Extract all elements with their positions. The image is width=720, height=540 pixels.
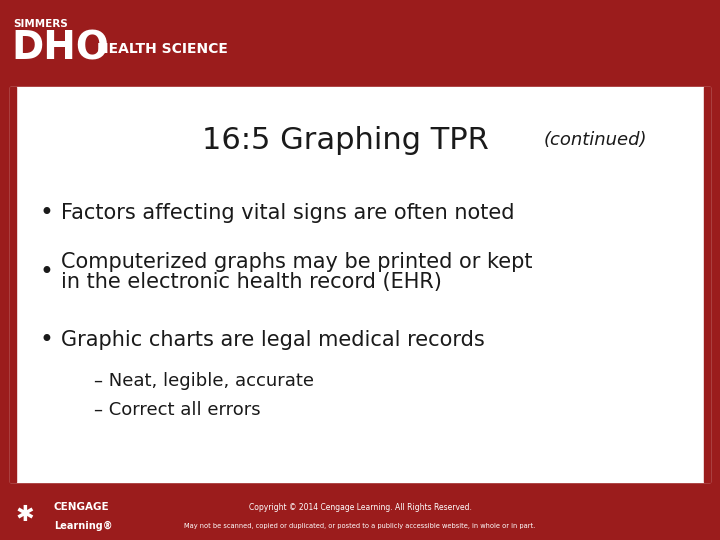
Text: Learning®: Learning®	[54, 521, 112, 531]
Bar	[0, 0, 720, 80]
Bar	[10, 87, 16, 482]
Text: SIMMERS: SIMMERS	[13, 19, 68, 29]
Text: •: •	[40, 328, 53, 352]
Text: Graphic charts are legal medical records: Graphic charts are legal medical records	[61, 330, 485, 350]
Text: May not be scanned, copied or duplicated, or posted to a publicly accessible web: May not be scanned, copied or duplicated…	[184, 523, 536, 529]
Bar	[0, 490, 720, 540]
Text: CENGAGE: CENGAGE	[54, 502, 109, 512]
Text: ✱: ✱	[16, 505, 35, 525]
Text: Computerized graphs may be printed or kept: Computerized graphs may be printed or ke…	[61, 252, 533, 272]
Bar	[704, 87, 710, 482]
Text: – Correct all errors: – Correct all errors	[94, 401, 260, 420]
Text: – Neat, legible, accurate: – Neat, legible, accurate	[94, 372, 314, 390]
Text: 16:5 Graphing TPR: 16:5 Graphing TPR	[202, 126, 489, 155]
Text: DHO: DHO	[12, 30, 109, 68]
Text: in the electronic health record (EHR): in the electronic health record (EHR)	[61, 272, 442, 293]
Text: Copyright © 2014 Cengage Learning. All Rights Reserved.: Copyright © 2014 Cengage Learning. All R…	[248, 503, 472, 512]
Text: •: •	[40, 260, 53, 284]
Text: HEALTH SCIENCE: HEALTH SCIENCE	[97, 42, 228, 56]
Text: Factors affecting vital signs are often noted: Factors affecting vital signs are often …	[61, 203, 515, 224]
Text: (continued): (continued)	[544, 131, 647, 150]
Text: •: •	[40, 201, 53, 225]
Bar	[10, 87, 710, 482]
